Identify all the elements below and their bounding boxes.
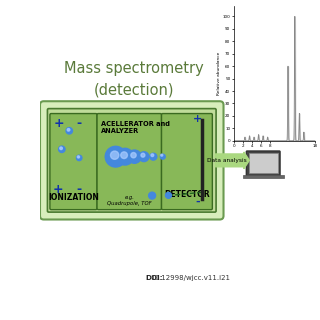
Text: +: + <box>53 117 64 130</box>
Circle shape <box>76 155 82 161</box>
Text: IONIZATION: IONIZATION <box>48 193 99 202</box>
FancyBboxPatch shape <box>162 114 212 210</box>
Circle shape <box>59 146 65 153</box>
Circle shape <box>66 128 73 134</box>
FancyBboxPatch shape <box>249 153 277 173</box>
Circle shape <box>131 153 136 158</box>
Circle shape <box>121 152 127 158</box>
Circle shape <box>110 151 119 159</box>
Text: -: - <box>76 117 81 130</box>
Text: -: - <box>76 183 81 196</box>
Circle shape <box>148 192 156 199</box>
Circle shape <box>151 154 154 156</box>
Circle shape <box>141 153 145 157</box>
FancyBboxPatch shape <box>246 151 280 176</box>
Circle shape <box>67 129 70 131</box>
Text: 10.12998/wjcc.v11.i21: 10.12998/wjcc.v11.i21 <box>150 275 230 281</box>
Circle shape <box>128 150 141 163</box>
Text: DOI:: DOI: <box>146 275 164 281</box>
Circle shape <box>165 192 172 198</box>
Text: e.g.
Quadrupole, TOF: e.g. Quadrupole, TOF <box>107 195 152 206</box>
Circle shape <box>160 154 165 159</box>
Circle shape <box>105 146 126 167</box>
Text: +: + <box>193 114 202 124</box>
FancyArrow shape <box>215 152 249 169</box>
Circle shape <box>60 147 62 149</box>
Text: +: + <box>52 183 63 196</box>
Circle shape <box>139 152 149 162</box>
Text: DETECTOR: DETECTOR <box>164 190 210 199</box>
Circle shape <box>161 154 163 156</box>
Circle shape <box>116 148 133 165</box>
Circle shape <box>150 153 157 160</box>
Circle shape <box>77 156 80 158</box>
FancyBboxPatch shape <box>50 114 97 210</box>
Y-axis label: Relative abundance: Relative abundance <box>217 52 220 95</box>
Text: -: - <box>195 196 200 206</box>
Text: Data analysis: Data analysis <box>207 158 247 163</box>
FancyBboxPatch shape <box>97 114 162 210</box>
FancyBboxPatch shape <box>40 101 223 220</box>
FancyBboxPatch shape <box>243 175 284 178</box>
Text: Mass spectrometry
(detection): Mass spectrometry (detection) <box>64 61 204 97</box>
Text: ACELLERATOR and
ANALYZER: ACELLERATOR and ANALYZER <box>101 121 170 134</box>
FancyBboxPatch shape <box>47 108 216 212</box>
